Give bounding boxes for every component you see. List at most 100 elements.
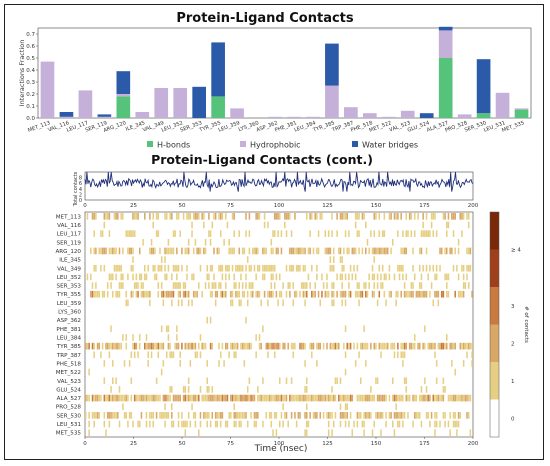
- contact-cell: [415, 290, 418, 298]
- contact-cell: [135, 213, 138, 220]
- contact-cell: [321, 394, 323, 402]
- residue-label: MET_522: [56, 370, 81, 376]
- contact-cell: [167, 394, 170, 402]
- contact-cell: [147, 290, 149, 298]
- contact-cell: [117, 213, 119, 220]
- contact-cell: [446, 282, 448, 289]
- contact-cell: [456, 420, 458, 428]
- contact-cell: [267, 342, 269, 350]
- contact-cell: [437, 299, 440, 307]
- bar-hydrophobic: [381, 116, 396, 118]
- contact-cell: [196, 213, 198, 220]
- contact-cell: [289, 394, 291, 402]
- contact-cell: [322, 412, 325, 419]
- bar-hydrophobic: [363, 113, 377, 118]
- contact-cell: [137, 290, 139, 298]
- contact-cell: [221, 264, 224, 272]
- contact-cell: [452, 342, 455, 350]
- contact-cell: [225, 420, 227, 428]
- contact-cell: [376, 394, 379, 402]
- contact-cell: [231, 213, 234, 220]
- contact-cell: [155, 213, 158, 220]
- contact-cell: [144, 394, 146, 402]
- contact-cell: [267, 290, 269, 298]
- contact-cell: [165, 351, 168, 359]
- contact-cell: [258, 213, 261, 220]
- contact-cell: [179, 230, 181, 237]
- contact-cell: [331, 230, 333, 237]
- contact-cell: [425, 264, 428, 272]
- contact-cell: [419, 282, 421, 289]
- contact-cell: [344, 213, 347, 220]
- contact-cell: [101, 230, 104, 237]
- contact-cell: [316, 213, 318, 220]
- contact-cell: [263, 273, 266, 281]
- contact-cell: [392, 394, 394, 402]
- contact-cell: [270, 238, 273, 246]
- contact-cell: [419, 247, 421, 255]
- contact-cell: [209, 290, 212, 298]
- contact-cell: [140, 282, 143, 289]
- heatmap-row-val_523: [103, 377, 445, 385]
- contact-cell: [228, 273, 230, 281]
- contact-cell: [243, 394, 246, 402]
- contact-cell: [319, 213, 322, 220]
- contact-cell: [429, 290, 431, 298]
- contact-cell: [270, 412, 273, 419]
- contact-cell: [361, 342, 364, 350]
- residue-label: SER_119: [57, 240, 82, 246]
- contact-cell: [149, 299, 151, 307]
- contact-cell: [400, 247, 402, 255]
- contact-cell: [90, 290, 92, 298]
- contact-cell: [289, 213, 291, 220]
- contact-cell: [167, 290, 170, 298]
- contact-cell: [332, 247, 335, 255]
- contact-cell: [319, 412, 322, 419]
- residue-label: ASP_362: [57, 318, 81, 324]
- contact-cell: [262, 394, 264, 402]
- contact-cell: [263, 221, 266, 229]
- contact-cell: [262, 273, 264, 281]
- contact-cell: [111, 377, 114, 385]
- contact-cell: [98, 342, 101, 350]
- contact-cell: [329, 394, 332, 402]
- contact-cell: [91, 282, 94, 289]
- contact-cell: [176, 264, 178, 272]
- contact-cell: [314, 282, 316, 289]
- contact-cell: [95, 394, 97, 402]
- contact-cell: [380, 247, 382, 255]
- contact-cell: [88, 420, 90, 428]
- contact-cell: [348, 282, 350, 289]
- contact-cell: [218, 247, 220, 255]
- contact-cell: [194, 213, 197, 220]
- contact-cell: [446, 290, 448, 298]
- contact-cell: [316, 247, 318, 255]
- contact-cell: [275, 412, 278, 419]
- contact-cell: [305, 386, 308, 393]
- contact-cell: [329, 256, 332, 263]
- contact-cell: [434, 429, 436, 436]
- contact-cell: [174, 230, 176, 237]
- contact-cell: [241, 282, 244, 289]
- contact-cell: [338, 342, 340, 350]
- residue-label: ARG_120: [55, 249, 81, 255]
- contact-cell: [155, 412, 158, 419]
- contact-cell: [398, 273, 401, 281]
- contact-cell: [169, 247, 171, 255]
- contact-cell: [290, 394, 293, 402]
- contact-cell: [208, 230, 210, 237]
- contact-cell: [218, 412, 220, 419]
- contact-cell: [392, 377, 394, 385]
- contact-cell: [359, 412, 362, 419]
- contact-cell: [402, 247, 404, 255]
- contact-cell: [155, 377, 158, 385]
- contact-cell: [125, 230, 128, 237]
- bar-hydrophobic: [344, 107, 358, 118]
- contact-cell: [408, 394, 411, 402]
- contact-cell: [390, 213, 392, 220]
- contact-cell: [393, 213, 396, 220]
- contact-cell: [316, 273, 318, 281]
- line-y-tick-label: 6: [79, 181, 82, 187]
- contact-cell: [213, 282, 215, 289]
- contact-cell: [427, 394, 429, 402]
